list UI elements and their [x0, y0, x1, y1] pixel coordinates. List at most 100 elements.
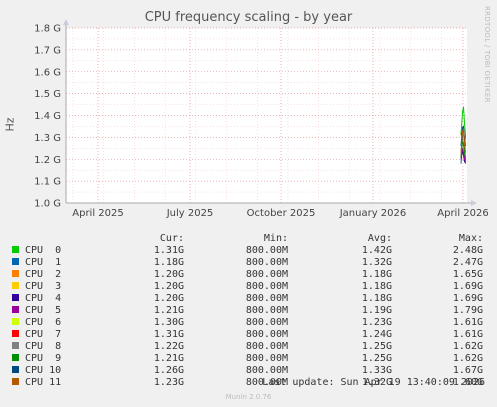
- legend-min-value: 800.00M: [245, 341, 288, 352]
- chart-title: CPU frequency scaling - by year: [144, 10, 353, 25]
- legend-max-value: 1.60G: [452, 377, 483, 388]
- legend-series-name: CPU 11: [25, 377, 62, 388]
- y-tick-label: 1.7 G: [34, 45, 61, 56]
- legend-min-value: 800.00M: [245, 257, 288, 268]
- legend-row: CPU 6 1.30G 800.00M 1.23G 1.61G: [12, 317, 483, 329]
- y-tick-label: 1.6 G: [34, 67, 61, 78]
- legend-swatch: [12, 258, 19, 265]
- legend-swatch: [12, 282, 19, 289]
- legend-avg-value: 1.24G: [361, 329, 392, 340]
- legend-series-name: CPU 2: [25, 269, 62, 280]
- legend-min-value: 800.00M: [245, 329, 288, 340]
- x-axis-arrow: [471, 200, 477, 206]
- legend-max-value: 1.69G: [452, 281, 483, 292]
- legend-max-value: 2.48G: [452, 245, 483, 256]
- y-tick-label: 1.3 G: [34, 133, 61, 144]
- legend-header-cur: Cur:: [159, 233, 184, 244]
- legend-table: Cur: Min: Avg: Max: CPU 0 1.31G 800.00M 1.4…: [12, 233, 483, 389]
- y-tick-label: 1.2 G: [34, 155, 61, 166]
- legend-avg-value: 1.33G: [361, 365, 392, 376]
- legend-avg-value: 1.18G: [361, 281, 392, 292]
- legend-max-value: 1.61G: [452, 317, 483, 328]
- y-tick-label: 1.8 G: [34, 24, 61, 35]
- legend-swatch: [12, 342, 19, 349]
- legend-max-value: 1.67G: [452, 365, 483, 376]
- legend-row: CPU 8 1.22G 800.00M 1.25G 1.62G: [12, 341, 483, 353]
- legend-row: CPU 0 1.31G 800.00M 1.42G 2.48G: [12, 245, 483, 257]
- legend-min-value: 800.00M: [245, 245, 288, 256]
- legend-min-value: 800.00M: [245, 365, 288, 376]
- legend-avg-value: 1.32G: [361, 377, 392, 388]
- chart-plot: 1.0 G 1.1 G 1.2 G 1.3 G 1.4 G 1.5 G 1.6 G 1.7 G…: [34, 19, 489, 219]
- series-line: [460, 106, 466, 136]
- legend-swatch: [12, 246, 19, 253]
- legend-series-name: CPU 6: [25, 317, 62, 328]
- legend-max-value: 1.79G: [452, 305, 483, 316]
- rrdtool-credit: RRDTOOL / TOBI OETIKER: [483, 6, 491, 103]
- legend-series-name: CPU 10: [25, 365, 62, 376]
- legend-avg-value: 1.19G: [361, 305, 392, 316]
- legend-cur-value: 1.20G: [153, 281, 184, 292]
- legend-row: CPU 7 1.31G 800.00M 1.24G 1.61G: [12, 329, 483, 341]
- legend-swatch: [12, 378, 19, 385]
- legend-swatch: [12, 318, 19, 325]
- legend-row: CPU 3 1.20G 800.00M 1.18G 1.69G: [12, 281, 483, 293]
- legend-min-value: 800.00M: [245, 353, 288, 364]
- series-line: [460, 139, 466, 158]
- legend-series-name: CPU 7: [25, 329, 62, 340]
- legend-max-value: 1.61G: [452, 329, 483, 340]
- y-tick-label: 1.5 G: [34, 89, 61, 100]
- legend-avg-value: 1.25G: [361, 353, 392, 364]
- legend-cur-value: 1.30G: [153, 317, 184, 328]
- legend-min-value: 800.00M: [245, 281, 288, 292]
- legend-series-name: CPU 9: [25, 353, 62, 364]
- y-tick-label: 1.0 G: [34, 199, 61, 210]
- legend-min-value: 800.00M: [245, 377, 288, 388]
- legend-cur-value: 1.31G: [153, 245, 184, 256]
- legend-swatch: [12, 294, 19, 301]
- legend-header-row: Cur: Min: Avg: Max:: [12, 233, 483, 245]
- x-tick-label: April 2026: [437, 208, 488, 219]
- legend-row: CPU 11 1.23G 800.00M 1.32G 1.60G: [12, 377, 483, 389]
- legend-swatch: [12, 366, 19, 373]
- legend-header-avg: Avg:: [367, 233, 392, 244]
- munin-version: Munin 2.0.76: [225, 393, 272, 401]
- legend-series-name: CPU 1: [25, 257, 62, 268]
- legend-series-name: CPU 4: [25, 293, 62, 304]
- legend-row: CPU 5 1.21G 800.00M 1.19G 1.79G: [12, 305, 483, 317]
- legend-cur-value: 1.21G: [153, 353, 184, 364]
- x-tick-label: April 2025: [72, 208, 123, 219]
- y-tick-label: 1.1 G: [34, 177, 61, 188]
- legend-max-value: 2.47G: [452, 257, 483, 268]
- series-line: [460, 128, 466, 153]
- legend-avg-value: 1.18G: [361, 269, 392, 280]
- legend-swatch: [12, 330, 19, 337]
- x-tick-label: October 2025: [247, 208, 316, 219]
- legend-max-value: 1.69G: [452, 293, 483, 304]
- legend-cur-value: 1.21G: [153, 305, 184, 316]
- legend-min-value: 800.00M: [245, 317, 288, 328]
- legend-series-name: CPU 8: [25, 341, 62, 352]
- y-axis-arrow: [63, 19, 69, 25]
- x-tick-label: January 2026: [339, 208, 407, 219]
- legend-min-value: 800.00M: [245, 293, 288, 304]
- legend-series-name: CPU 5: [25, 305, 62, 316]
- legend-cur-value: 1.20G: [153, 269, 184, 280]
- legend-row: CPU 2 1.20G 800.00M 1.18G 1.65G: [12, 269, 483, 281]
- legend-cur-value: 1.18G: [153, 257, 184, 268]
- legend-swatch: [12, 354, 19, 361]
- legend-swatch: [12, 270, 19, 277]
- legend-cur-value: 1.20G: [153, 293, 184, 304]
- legend-header-min: Min:: [263, 233, 288, 244]
- legend-row: CPU 1 1.18G 800.00M 1.32G 2.47G: [12, 257, 483, 269]
- legend-series-name: CPU 0: [25, 245, 62, 256]
- legend-max-value: 1.65G: [452, 269, 483, 280]
- legend-row: CPU 10 1.26G 800.00M 1.33G 1.67G: [12, 365, 483, 377]
- legend-avg-value: 1.23G: [361, 317, 392, 328]
- legend-avg-value: 1.32G: [361, 257, 392, 268]
- legend-cur-value: 1.23G: [153, 377, 184, 388]
- legend-min-value: 800.00M: [245, 269, 288, 280]
- x-tick-label: July 2025: [166, 208, 214, 219]
- y-tick-label: 1.4 G: [34, 111, 61, 122]
- last-update: Last update: Sun Apr 19 13:40:09 2026: [262, 377, 485, 388]
